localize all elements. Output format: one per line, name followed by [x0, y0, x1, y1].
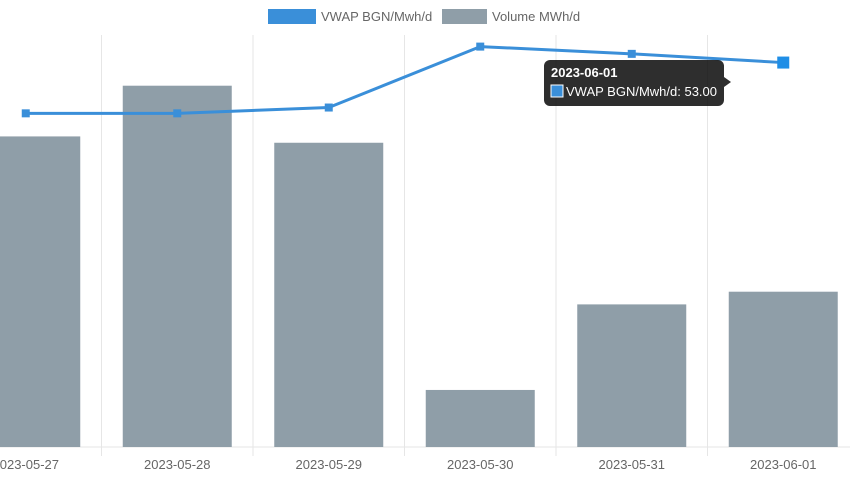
volume-bars [0, 85, 838, 447]
x-tick-label: 2023-05-29 [296, 457, 363, 472]
x-tick-label: 2023-06-01 [750, 457, 817, 472]
legend-vwap: VWAP BGN/Mwh/d [268, 9, 432, 24]
x-axis: 2023-05-27 2023-05-28 2023-05-29 2023-05-30… [0, 457, 817, 472]
tooltip-title: 2023-06-01 [551, 65, 618, 80]
legend-volume: Volume MWh/d [442, 9, 580, 24]
volume-bar [425, 389, 535, 447]
tooltip: 2023-06-01 VWAP BGN/Mwh/d: 53.00 [544, 60, 731, 106]
tooltip-caret [724, 77, 731, 87]
vwap-point [476, 42, 485, 51]
vwap-point [627, 49, 636, 58]
tooltip-label: VWAP BGN/Mwh/d: 53.00 [566, 84, 717, 99]
tooltip-box [544, 60, 724, 106]
tooltip-swatch [550, 84, 564, 98]
volume-bar [577, 304, 687, 447]
volume-bar [0, 136, 81, 447]
legend-volume-swatch [442, 9, 487, 24]
volume-bar [728, 291, 838, 447]
legend-vwap-label: VWAP BGN/Mwh/d [321, 9, 432, 24]
x-tick-label: 2023-05-28 [144, 457, 211, 472]
x-tick-label: 2023-05-27 [0, 457, 59, 472]
volume-bar [274, 142, 384, 447]
volume-bar [122, 85, 232, 447]
vwap-point-active [777, 56, 790, 69]
legend-vwap-swatch [268, 9, 316, 24]
legend: VWAP BGN/Mwh/d Volume MWh/d [268, 9, 580, 24]
x-tick-label: 2023-05-31 [599, 457, 666, 472]
vwap-point [173, 109, 182, 118]
vwap-line-path [25, 45, 784, 115]
legend-volume-label: Volume MWh/d [492, 9, 580, 24]
vwap-point [324, 103, 333, 112]
vwap-point [21, 109, 30, 118]
vwap-line [21, 42, 790, 118]
x-tick-label: 2023-05-30 [447, 457, 514, 472]
